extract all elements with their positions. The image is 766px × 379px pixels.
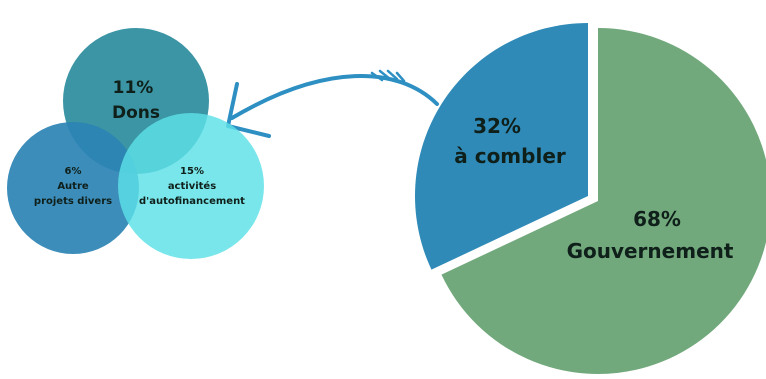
curved-arrow-tail-hatch [370, 69, 406, 83]
venn-autofinancement-value-label: 15% [180, 166, 204, 177]
venn-dons-name-label: Dons [112, 103, 160, 123]
venn-autre-value-label: 6% [65, 166, 82, 177]
venn-autre-name-label-line2: projets divers [34, 196, 112, 207]
venn-circle-autofinancement [118, 113, 264, 259]
funding-pie-chart: 32% à combler 68% Gouvernement [414, 23, 766, 374]
pie-slice-a-combler-name-label: à combler [454, 144, 566, 168]
pie-slice-a-combler [414, 23, 588, 270]
pie-slice-gouvernement-value-label: 68% [633, 207, 681, 231]
venn-autre-name-label-line1: Autre [57, 181, 89, 192]
curved-arrow-shaft [230, 74, 439, 120]
venn-circle-autre-projets [7, 122, 139, 254]
pie-slice-gouvernement-name-label: Gouvernement [567, 239, 734, 263]
venn-diagram: 11% Dons 6% Autre projets divers 15% act… [7, 28, 264, 259]
curved-arrow-icon [226, 69, 439, 138]
pie-slice-gouvernement [441, 28, 766, 374]
venn-autofinancement-name-label-line1: activités [168, 180, 216, 192]
venn-autofinancement-name-label-line2: d'autofinancement [139, 196, 245, 207]
venn-dons-value-label: 11% [113, 78, 154, 98]
pie-slice-a-combler-value-label: 32% [473, 114, 521, 138]
